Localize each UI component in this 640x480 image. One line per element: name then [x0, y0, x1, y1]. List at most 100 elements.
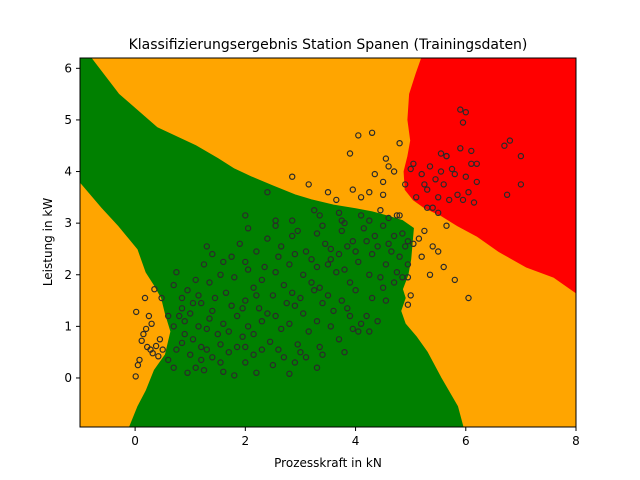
data-point [286, 370, 293, 377]
data-point [435, 248, 442, 255]
data-point [141, 294, 149, 302]
y-tick-label: 0 [64, 371, 72, 385]
data-points [132, 106, 525, 380]
data-point [264, 235, 271, 242]
data-point [149, 350, 156, 357]
data-point [225, 328, 232, 335]
data-point [313, 318, 321, 325]
data-point [379, 284, 387, 291]
data-point [316, 212, 323, 219]
data-point [393, 212, 401, 219]
data-point [132, 308, 140, 316]
data-point [470, 199, 478, 206]
data-point [250, 284, 257, 291]
data-point [429, 243, 436, 250]
data-point [184, 369, 191, 376]
data-point [335, 209, 343, 216]
data-point [138, 337, 145, 344]
data-point [435, 194, 442, 201]
data-point [311, 287, 318, 294]
data-point [355, 258, 362, 266]
data-point [228, 302, 235, 309]
data-point [148, 320, 155, 327]
data-point [473, 160, 480, 167]
data-point [305, 181, 312, 188]
data-point [250, 351, 257, 358]
y-axis-label: Leistung in kW [41, 198, 55, 286]
data-point [426, 163, 434, 170]
data-point [178, 294, 186, 302]
data-point [410, 160, 417, 167]
data-point [197, 299, 205, 307]
data-point [308, 279, 315, 286]
data-point [366, 328, 373, 335]
data-point [200, 261, 208, 268]
data-point [333, 196, 340, 204]
data-point [459, 196, 467, 204]
data-point [465, 294, 472, 302]
data-point [272, 217, 279, 224]
data-point [297, 349, 304, 356]
data-point [258, 276, 266, 284]
data-point [421, 227, 428, 235]
data-point [399, 230, 406, 237]
data-point [189, 299, 197, 307]
data-point [322, 240, 329, 247]
data-point [377, 206, 384, 214]
data-point [327, 245, 334, 253]
data-point [225, 349, 232, 356]
x-axis-ticks: 0 2 4 6 8 [131, 427, 580, 448]
data-point [418, 253, 425, 260]
data-point [220, 258, 227, 266]
data-point [242, 212, 249, 219]
data-point [404, 237, 412, 245]
data-point [297, 294, 304, 302]
data-point [407, 165, 414, 173]
data-point [313, 230, 321, 237]
data-point [327, 256, 334, 263]
data-point [300, 271, 307, 278]
plot-area [80, 58, 576, 427]
data-point [184, 287, 191, 294]
data-point [393, 269, 401, 276]
data-point [402, 181, 409, 188]
data-point [363, 312, 370, 320]
data-point [170, 281, 177, 289]
data-point [242, 343, 249, 351]
data-point [341, 349, 348, 356]
data-point [327, 323, 334, 330]
data-point [371, 170, 378, 178]
data-point [186, 351, 194, 358]
data-point [140, 330, 147, 338]
data-point [418, 170, 425, 178]
y-tick-label: 3 [64, 216, 72, 230]
data-point [214, 330, 221, 338]
data-point [239, 305, 246, 312]
data-point [368, 250, 376, 258]
data-point [349, 237, 356, 245]
data-point [280, 354, 288, 361]
data-point [272, 269, 279, 276]
data-point [242, 359, 249, 366]
data-point [278, 325, 285, 333]
data-point [396, 139, 403, 147]
data-point [371, 232, 378, 240]
data-point [319, 351, 326, 358]
data-point [357, 194, 365, 201]
data-point [302, 248, 310, 255]
data-point [264, 310, 271, 317]
data-point [335, 250, 343, 258]
data-point [253, 369, 260, 376]
data-point [324, 188, 332, 196]
data-point [402, 243, 409, 250]
data-point [382, 155, 390, 162]
data-point [462, 108, 469, 116]
data-point [313, 263, 321, 271]
data-point [443, 152, 450, 160]
data-point [360, 225, 367, 232]
data-point [396, 212, 403, 219]
data-point [145, 312, 153, 320]
data-point [170, 323, 177, 330]
data-point [366, 217, 373, 224]
